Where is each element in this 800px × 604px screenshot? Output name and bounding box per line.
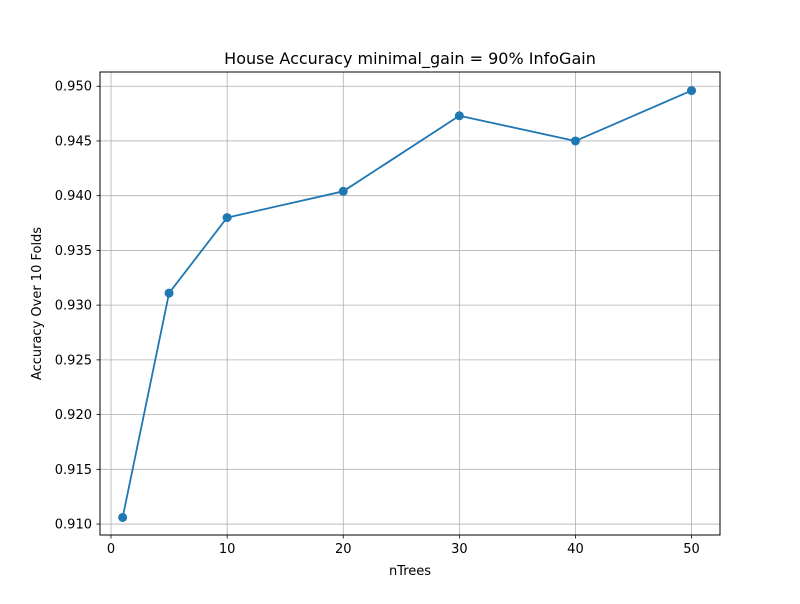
y-tick-label: 0.945 <box>55 134 92 149</box>
y-tick-label: 0.910 <box>55 518 92 533</box>
data-point <box>222 213 232 223</box>
y-axis-label: Accuracy Over 10 Folds <box>30 227 45 380</box>
x-tick-label: 40 <box>567 542 584 557</box>
y-tick-label: 0.935 <box>55 244 92 259</box>
data-point <box>570 136 580 146</box>
data-point <box>118 512 128 522</box>
x-tick-label: 10 <box>219 542 236 557</box>
data-point <box>338 186 348 196</box>
data-point <box>164 288 174 298</box>
y-tick-label: 0.920 <box>55 408 92 423</box>
y-tick-label: 0.950 <box>55 80 92 95</box>
grid <box>100 72 720 535</box>
plot-frame <box>99 71 721 536</box>
y-tick-label: 0.940 <box>55 189 92 204</box>
y-tick-label: 0.915 <box>55 463 92 478</box>
ticks: 0 10 20 30 40 50 0.910 0.915 0.920 0.925 0.930 0.93… <box>55 80 700 557</box>
x-tick-label: 0 <box>107 542 115 557</box>
data-point <box>454 111 464 121</box>
x-tick-label: 20 <box>335 542 352 557</box>
x-tick-label: 50 <box>683 542 700 557</box>
x-axis-label: nTrees <box>389 564 431 579</box>
chart-title: House Accuracy minimal_gain = 90% InfoGa… <box>224 49 596 69</box>
x-tick-label: 30 <box>451 542 468 557</box>
y-tick-label: 0.925 <box>55 353 92 368</box>
data-point <box>687 86 697 96</box>
series-layer <box>118 86 697 522</box>
y-tick-label: 0.930 <box>55 299 92 314</box>
